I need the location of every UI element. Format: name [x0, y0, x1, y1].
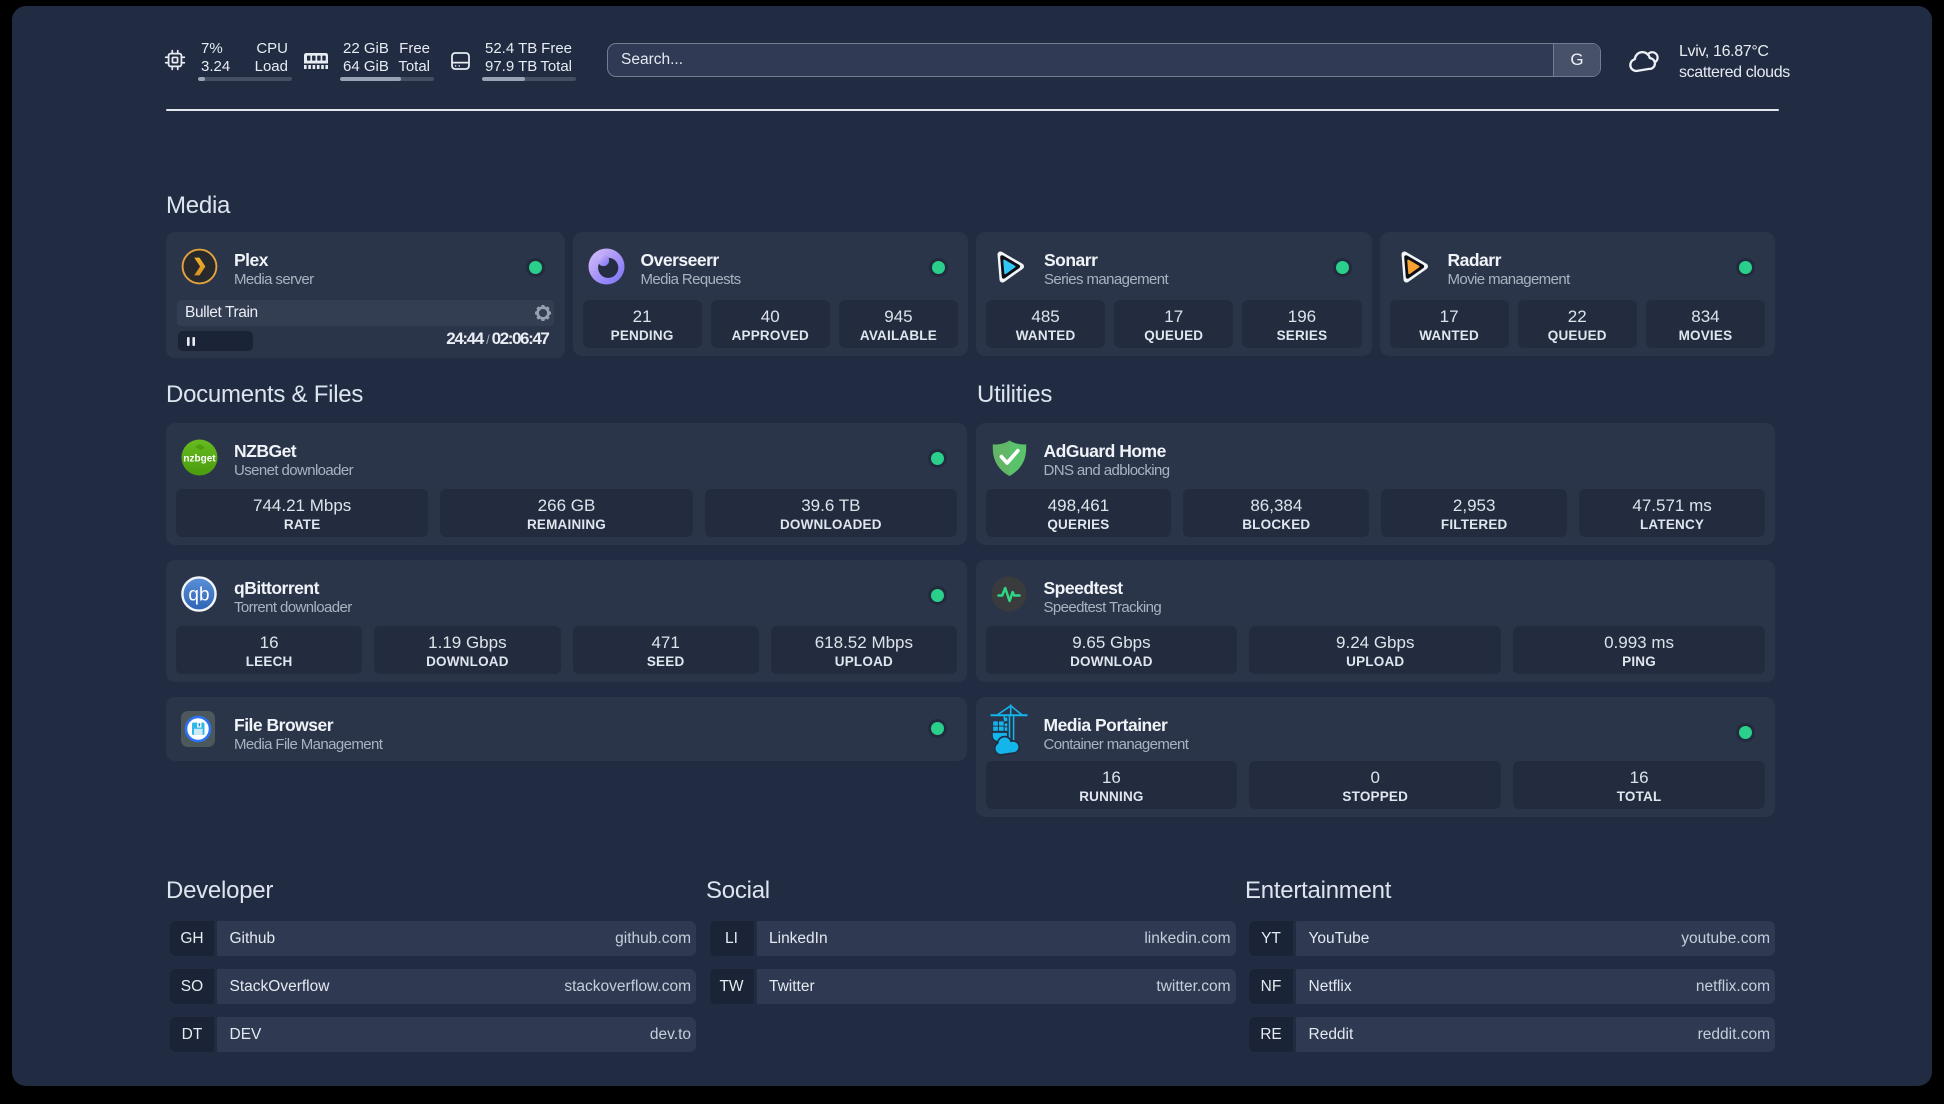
- svg-text:nzbget: nzbget: [183, 454, 216, 465]
- svg-text:qb: qb: [188, 585, 209, 606]
